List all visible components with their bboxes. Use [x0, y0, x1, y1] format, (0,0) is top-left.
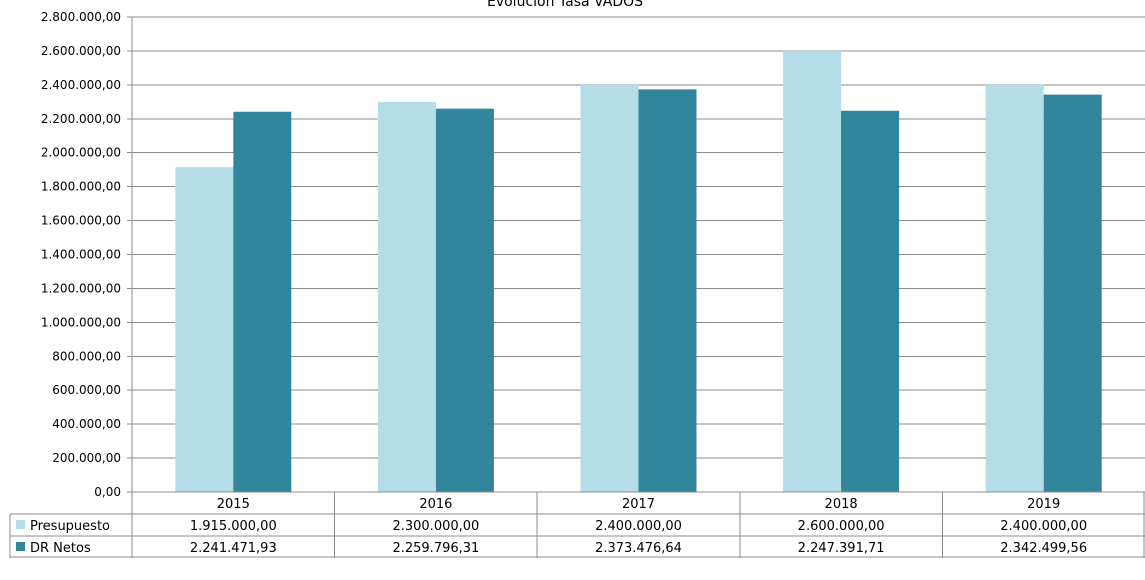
y-tick-label: 400.000,00 — [52, 417, 121, 431]
x-category-label: 2015 — [217, 497, 250, 512]
data-table: 2015 2016 2017 2018 2019 Presupuesto 1.915.000… — [9, 491, 1145, 558]
legend-label: Presupuesto — [30, 519, 110, 534]
bar-dr-netos — [638, 89, 697, 493]
legend-swatch — [16, 520, 25, 529]
data-label: 2.342.499,56 — [1000, 541, 1087, 556]
y-tick-label: 800.000,00 — [52, 349, 121, 363]
bar-presupuesto — [985, 84, 1044, 492]
y-tick-label: 200.000,00 — [52, 451, 121, 465]
y-tick-label: 2.600.000,00 — [41, 44, 121, 58]
chart-title: Evolución Tasa VADOS — [487, 0, 643, 10]
data-label: 2.259.796,31 — [392, 541, 479, 556]
x-category-label: 2016 — [419, 497, 452, 512]
bar-presupuesto — [175, 167, 234, 493]
data-label: 2.247.391,71 — [798, 541, 885, 556]
y-tick-label: 2.200.000,00 — [41, 112, 121, 126]
bar-dr-netos — [1043, 94, 1102, 492]
bars — [175, 50, 1102, 493]
y-tick-label: 1.200.000,00 — [41, 281, 121, 295]
data-label: 2.600.000,00 — [798, 519, 885, 534]
bar-presupuesto — [580, 84, 639, 492]
y-tick-label: 2.400.000,00 — [41, 78, 121, 92]
y-tick-label: 0,00 — [94, 485, 121, 499]
y-tick-label: 1.000.000,00 — [41, 315, 121, 329]
data-label: 2.241.471,93 — [190, 541, 277, 556]
y-tick-label: 1.600.000,00 — [41, 214, 121, 228]
bar-dr-netos — [435, 108, 494, 493]
y-tick-label: 2.000.000,00 — [41, 146, 121, 160]
y-tick-label: 1.800.000,00 — [41, 180, 121, 194]
x-category-label: 2018 — [825, 497, 858, 512]
data-label: 2.400.000,00 — [595, 519, 682, 534]
x-category-label: 2019 — [1027, 497, 1060, 512]
data-label: 2.300.000,00 — [392, 519, 479, 534]
legend-swatch — [16, 542, 25, 551]
y-tick-label: 600.000,00 — [52, 383, 121, 397]
bar-presupuesto — [783, 50, 842, 493]
data-label: 2.400.000,00 — [1000, 519, 1087, 534]
y-tick-label: 2.800.000,00 — [41, 10, 121, 24]
legend-label: DR Netos — [30, 541, 91, 556]
bar-dr-netos — [233, 111, 292, 492]
bar-presupuesto — [377, 101, 436, 493]
y-axis: 0,00 200.000,00 400.000,00 600.000,00 800.00… — [41, 10, 133, 499]
y-tick-label: 1.400.000,00 — [41, 248, 121, 262]
data-label: 2.373.476,64 — [595, 541, 682, 556]
x-category-label: 2017 — [622, 497, 655, 512]
bar-dr-netos — [841, 110, 900, 493]
data-label: 1.915.000,00 — [190, 519, 277, 534]
